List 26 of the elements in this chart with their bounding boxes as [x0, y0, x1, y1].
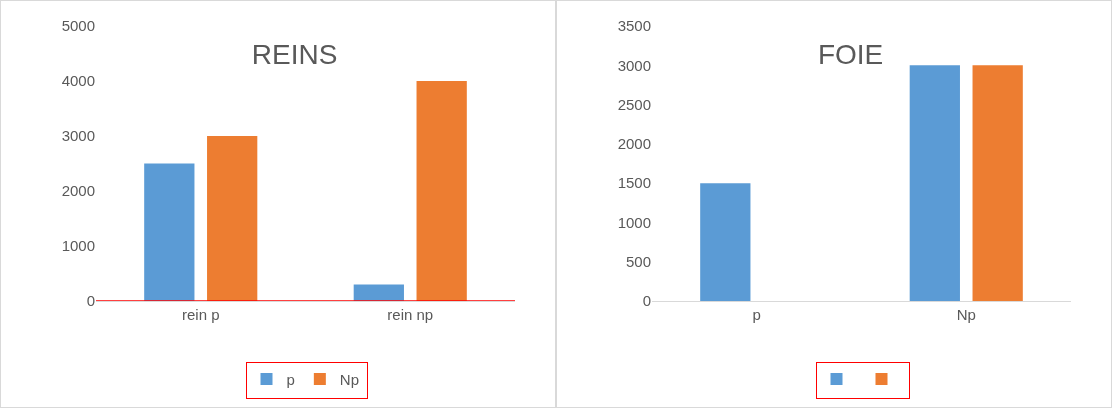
y-tick-label: 2000	[617, 135, 651, 153]
y-tick-label: 0	[86, 292, 95, 310]
legend-label: p	[286, 370, 295, 388]
bar	[416, 81, 467, 301]
y-tick-label: 3500	[617, 17, 651, 35]
y-tick-label: 500	[625, 252, 651, 270]
bar	[144, 163, 195, 301]
y-tick-label: 1500	[617, 174, 651, 192]
x-tick-label: rein np	[387, 306, 434, 323]
bar	[353, 284, 404, 301]
y-tick-label: 1000	[61, 237, 95, 255]
x-tick-label: rein p	[181, 306, 220, 323]
y-tick-label: 3000	[61, 127, 95, 145]
text: REINS	[251, 38, 338, 70]
y-tick-label: 5000	[61, 17, 95, 35]
x-tick-label: p	[752, 306, 761, 323]
y-tick-label: 1000	[617, 213, 651, 231]
y-tick-label: 2500	[617, 95, 651, 113]
y-tick-label: 2000	[61, 182, 95, 200]
y-tick-label: 4000	[61, 72, 95, 90]
y-tick-label: 3000	[617, 56, 651, 74]
bar	[207, 136, 258, 301]
legend-label: Np	[339, 370, 360, 388]
x-tick-label: Np	[956, 306, 976, 323]
y-tick-label: 0	[642, 292, 651, 310]
text: FOIE	[817, 38, 884, 70]
